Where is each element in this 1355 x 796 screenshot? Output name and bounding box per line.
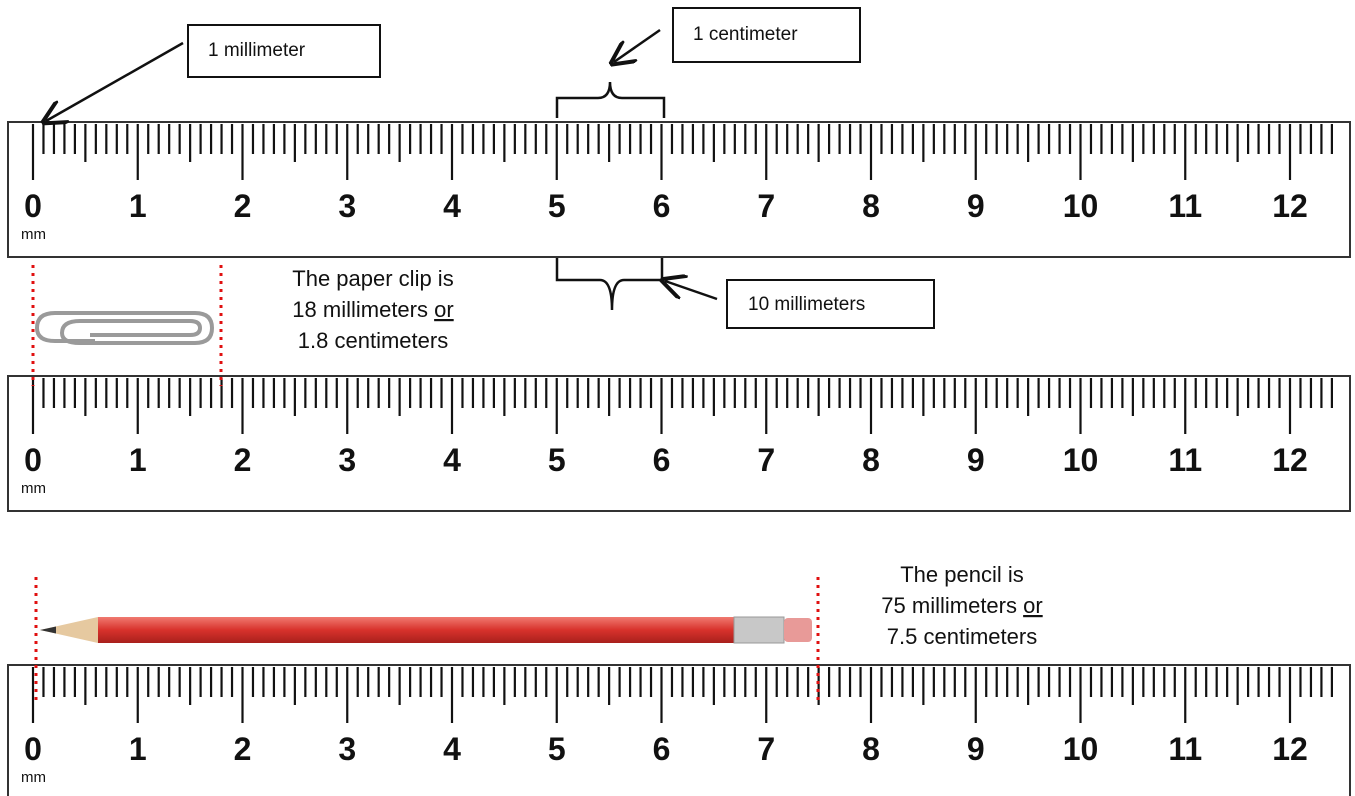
ruler-number: 1 [129,731,147,767]
ruler-number: 1 [129,442,147,478]
ruler-number: 6 [653,188,671,224]
ruler-number: 12 [1272,188,1308,224]
ruler-number: 0 [24,731,42,767]
paper-clip [37,313,212,343]
note-emphasis: or [434,297,454,322]
ruler-number: 8 [862,731,880,767]
ruler-number: 10 [1063,188,1099,224]
ruler-number: 11 [1168,442,1202,478]
arrow [46,43,183,121]
ruler-number: 12 [1272,442,1308,478]
ruler-unit: mm [21,480,46,497]
ruler-number: 6 [653,442,671,478]
ruler-number: 0 [24,188,42,224]
note-line: 18 millimeters [292,297,428,322]
ruler-number: 4 [443,731,461,767]
ruler-number: 0 [24,442,42,478]
ruler-number: 2 [234,188,252,224]
callout-text: 1 centimeter [693,24,798,45]
ruler-body [8,122,1350,257]
brace [557,258,662,310]
callout-text: 1 millimeter [208,40,306,61]
ruler-diagram: 0123456789101112mm 0123456789101112mm 01… [0,0,1355,796]
note-line: The pencil is [900,562,1024,587]
ruler-number: 5 [548,442,566,478]
ruler-number: 9 [967,442,985,478]
note-line: 75 millimeters or [881,593,1042,618]
ruler-number: 6 [653,731,671,767]
ruler-number: 7 [757,731,775,767]
ruler-number: 7 [757,188,775,224]
ruler-number: 8 [862,188,880,224]
note-line: 7.5 centimeters [887,624,1037,649]
ruler-number: 10 [1063,731,1099,767]
ruler-number: 4 [443,188,461,224]
ruler-number: 3 [338,731,356,767]
note-line: 75 millimeters [881,593,1017,618]
ruler-number: 8 [862,442,880,478]
ruler-number: 12 [1272,731,1308,767]
note-line: 18 millimeters or [292,297,453,322]
ruler-number: 11 [1168,188,1202,224]
pencil [40,617,812,643]
ruler-number: 4 [443,442,461,478]
ruler-number: 10 [1063,442,1099,478]
ruler-number: 11 [1168,731,1202,767]
arrow [665,281,717,299]
ruler-number: 2 [234,731,252,767]
ruler-number: 3 [338,442,356,478]
note-emphasis: or [1023,593,1043,618]
note-line: The paper clip is [292,266,453,291]
ruler-unit: mm [21,769,46,786]
note-line: 1.8 centimeters [298,328,448,353]
ruler-number: 9 [967,188,985,224]
callout-text: 10 millimeters [748,294,865,315]
brace [557,82,664,118]
ruler-number: 9 [967,731,985,767]
ruler-unit: mm [21,226,46,243]
arrow [614,30,660,62]
ruler-number: 2 [234,442,252,478]
ruler-number: 3 [338,188,356,224]
ruler-number: 5 [548,188,566,224]
ruler-number: 5 [548,731,566,767]
ruler-body [8,376,1350,511]
ruler-body [8,665,1350,796]
ruler-number: 1 [129,188,147,224]
ruler-number: 7 [757,442,775,478]
